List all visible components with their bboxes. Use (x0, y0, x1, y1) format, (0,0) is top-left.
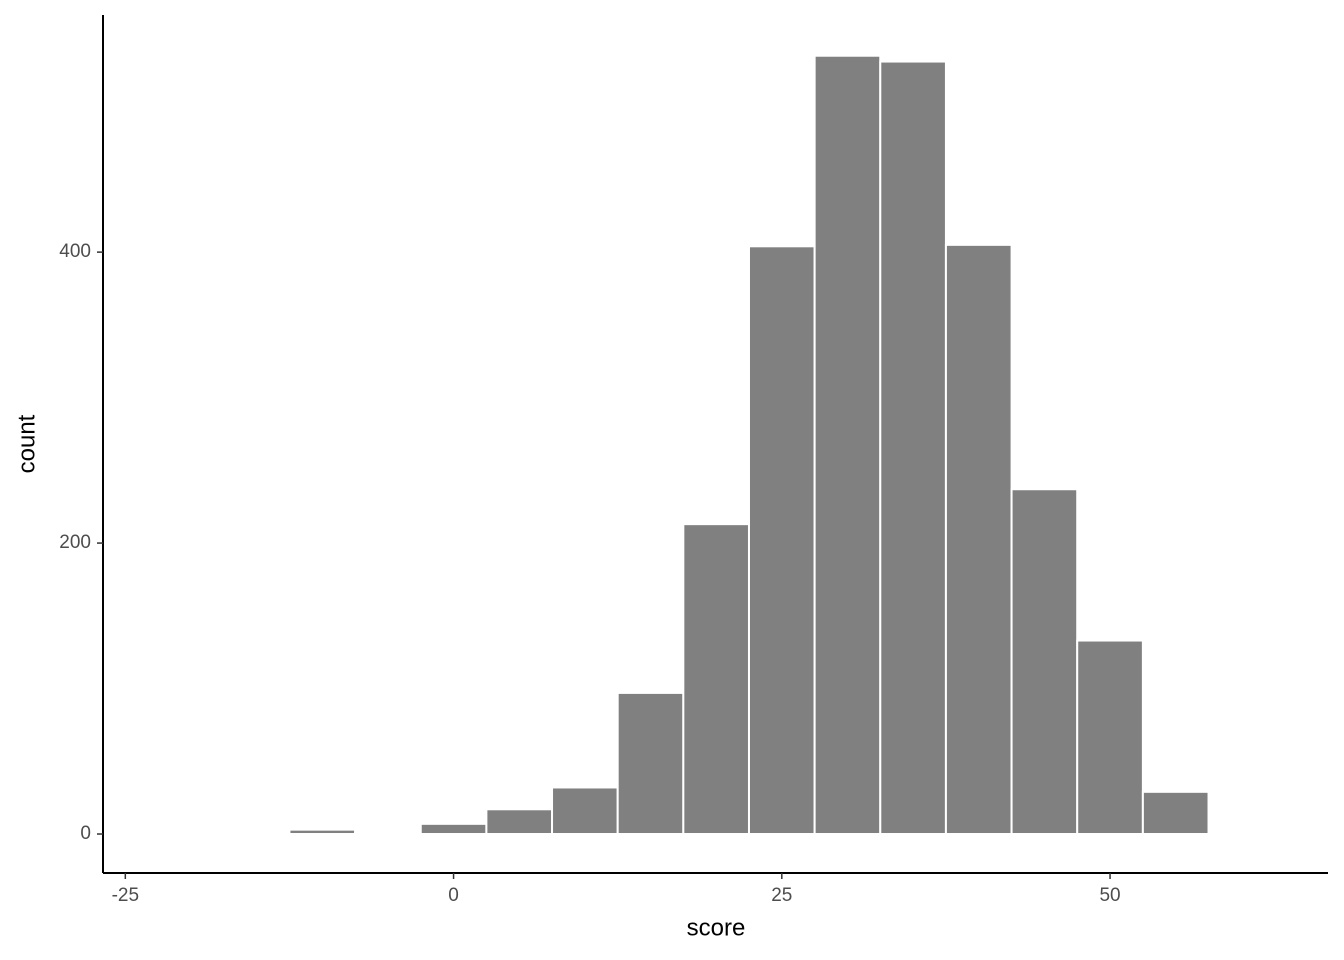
bar (419, 822, 488, 836)
bar (944, 243, 1013, 836)
x-axis-title: score (687, 914, 746, 941)
bar (551, 786, 619, 836)
bar (813, 54, 882, 836)
bar (616, 691, 685, 836)
bar (1010, 488, 1079, 836)
y-tick-label: 200 (59, 532, 91, 553)
bar (354, 831, 422, 836)
bar (1141, 790, 1210, 836)
x-tick-label: 25 (771, 885, 792, 906)
bar (288, 828, 357, 836)
bar (682, 523, 750, 836)
y-tick-label: 400 (59, 241, 91, 262)
bar (747, 245, 816, 836)
x-tick-label: 0 (448, 885, 459, 906)
x-tick-label: 50 (1099, 885, 1120, 906)
bar (879, 60, 947, 836)
bar (485, 808, 554, 836)
x-tick-label: -25 (112, 885, 139, 906)
y-tick-label: 0 (80, 823, 91, 844)
y-axis-title: count (13, 414, 40, 473)
bar (1076, 639, 1144, 836)
